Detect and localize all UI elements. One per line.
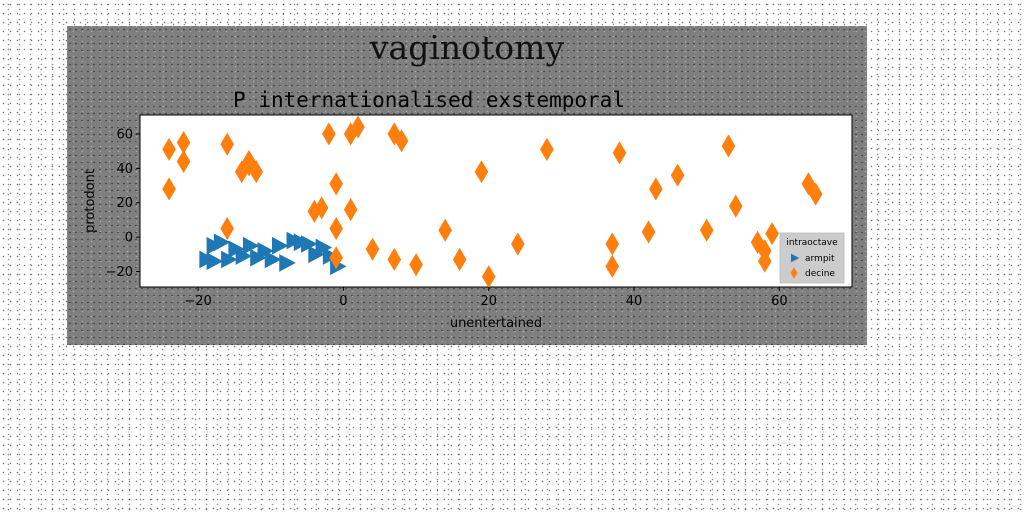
y-tick-label-3: 40: [116, 162, 133, 177]
y-axis: −20 0 20 40 60: [106, 127, 140, 280]
x-axis: −20 0 20 40 60: [184, 287, 787, 309]
scatter-chart: P internationalised exstemporal −20 0 20 40…: [67, 26, 867, 345]
x-tick-label-1: 0: [339, 294, 347, 309]
chart-title: P internationalised exstemporal: [233, 88, 625, 112]
legend: intraoctave armpit decine: [780, 233, 844, 283]
legend-title: intraoctave: [786, 238, 838, 248]
y-axis-label: protodont: [83, 169, 98, 233]
x-tick-label-3: 40: [626, 294, 643, 309]
x-tick-label-4: 60: [771, 294, 788, 309]
y-tick-label-4: 60: [116, 127, 133, 142]
x-axis-label: unentertained: [450, 316, 542, 331]
x-tick-label-0: −20: [184, 294, 211, 309]
y-tick-label-2: 20: [116, 196, 133, 211]
legend-label-armpit: armpit: [805, 254, 835, 264]
y-tick-label-1: 0: [125, 231, 133, 246]
y-tick-label-0: −20: [106, 265, 133, 280]
legend-label-decine: decine: [805, 269, 835, 279]
figure-canvas: vaginotomy P internationalised exstempor…: [67, 26, 867, 345]
x-tick-label-2: 20: [480, 294, 497, 309]
plot-area: [140, 115, 852, 287]
